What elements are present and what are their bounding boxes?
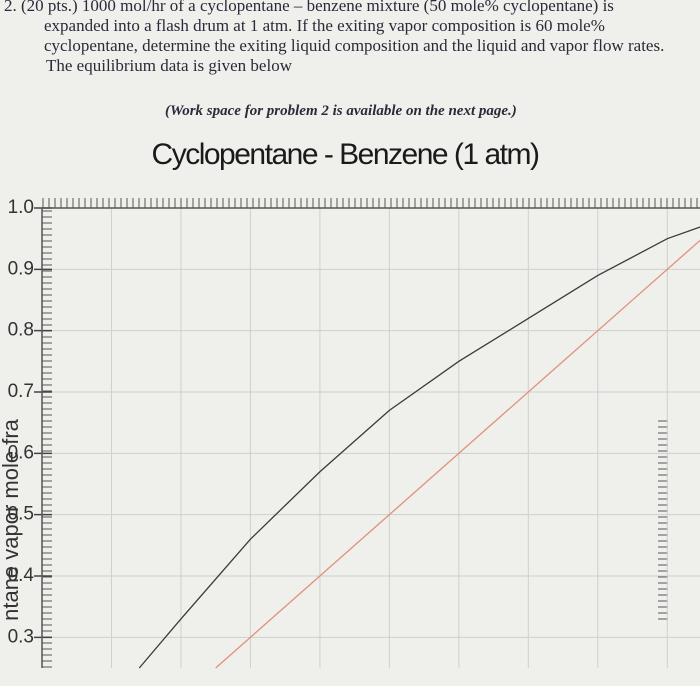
y-axis-label: ntane vapor mole fra: [0, 418, 23, 621]
y-tick-label: 0.8: [8, 320, 34, 341]
y-tick-label: 0.4: [8, 565, 35, 586]
y-tick-label: 1.0: [8, 197, 34, 218]
y-tick-label: 0.3: [8, 626, 34, 647]
y-tick-label: 0.5: [8, 504, 34, 525]
y-tick-label: 0.6: [8, 442, 34, 463]
text-line: cyclopentane, determine the exiting liqu…: [44, 36, 665, 55]
y-tick-label: 0.9: [8, 258, 34, 279]
data-line: [138, 226, 700, 669]
minor-ticks: [42, 208, 52, 668]
minor-ticks: [658, 420, 668, 620]
note: (Work space for problem 2 is available o…: [165, 103, 517, 119]
data-line: [215, 239, 700, 669]
text-line: 2. (20 pts.) 1000 mol/hr of a cyclopenta…: [4, 0, 614, 15]
chart-title: Cyclopentane - Benzene (1 atm): [152, 138, 539, 171]
y-tick-label: 0.7: [8, 381, 34, 402]
minor-ticks: [42, 198, 700, 208]
text-line: expanded into a flash drum at 1 atm. If …: [44, 16, 605, 35]
text-line: The equilibrium data is given below: [46, 56, 292, 75]
